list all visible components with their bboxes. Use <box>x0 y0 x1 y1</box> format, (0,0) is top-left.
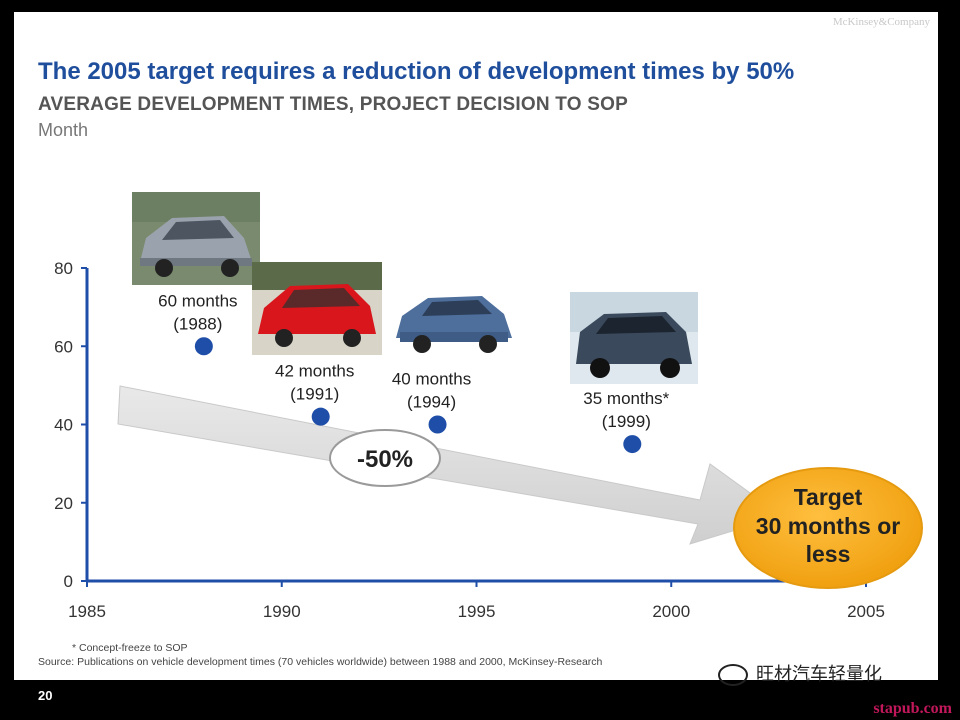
window-frame-top <box>0 0 960 12</box>
page-title: The 2005 target requires a reduction of … <box>38 58 795 85</box>
car-red-hatchback-icon <box>252 262 382 355</box>
target-label-line-2: 30 months or <box>756 513 900 539</box>
x-tick-label: 2000 <box>652 602 690 621</box>
car-silver-hatchback-icon <box>132 192 260 285</box>
data-point-months-label: 35 months* <box>583 389 669 408</box>
data-point <box>623 435 642 454</box>
target-ellipse <box>733 467 923 589</box>
target-label-line-1: Target <box>794 484 863 510</box>
window-frame-left <box>0 0 14 720</box>
y-tick-label: 20 <box>54 494 73 513</box>
bottom-bar <box>0 680 960 720</box>
data-point-year-label: (1988) <box>173 314 222 333</box>
data-point <box>311 407 330 426</box>
data-point-year-label: (1991) <box>290 385 339 404</box>
reduction-ellipse <box>329 429 441 487</box>
x-tick-label: 1990 <box>263 602 301 621</box>
x-tick-label: 1995 <box>458 602 496 621</box>
footnote: * Concept-freeze to SOP <box>72 642 188 654</box>
brand-logo-text: McKinsey&Company <box>832 16 930 28</box>
data-point <box>194 337 213 356</box>
chart-subtitle: AVERAGE DEVELOPMENT TIMES, PROJECT DECIS… <box>38 94 628 115</box>
watermark: 旺材汽车轻量化 <box>718 660 882 687</box>
site-watermark: stapub.com <box>873 700 952 717</box>
page-number: 20 <box>38 688 53 703</box>
data-point-year-label: (1999) <box>602 412 651 431</box>
x-tick-label: 2005 <box>847 602 885 621</box>
target-label-line-3: less <box>806 541 851 567</box>
watermark-text: 旺材汽车轻量化 <box>756 664 882 684</box>
data-point-months-label: 40 months <box>392 370 471 389</box>
y-tick-label: 40 <box>54 416 73 435</box>
y-axis-unit: Month <box>38 120 89 140</box>
x-tick-label: 1985 <box>68 602 106 621</box>
source-note: Source: Publications on vehicle developm… <box>38 656 603 668</box>
y-tick-label: 0 <box>64 572 73 591</box>
y-tick-label: 60 <box>54 337 73 356</box>
data-point-months-label: 60 months <box>158 291 237 310</box>
data-point <box>428 415 447 434</box>
data-point-year-label: (1994) <box>407 393 456 412</box>
y-tick-label: 80 <box>54 259 73 278</box>
window-frame-right <box>938 0 960 720</box>
data-point-months-label: 42 months <box>275 362 354 381</box>
reduction-label: -50% <box>357 446 413 473</box>
car-suv-icon <box>570 292 698 384</box>
wechat-icon <box>718 664 748 687</box>
car-blue-sedan-icon <box>392 272 516 362</box>
